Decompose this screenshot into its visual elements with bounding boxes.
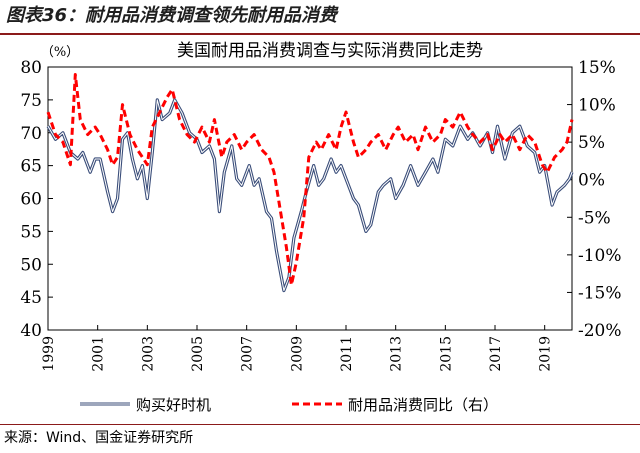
right-tick-label: -5% [578, 208, 611, 228]
legend-label-buy-conditions: 购买好时机 [136, 396, 211, 414]
x-axis: 1999 2001 2003 2005 2007 2009 2011 2013 2015 2017… [41, 325, 554, 372]
plot-frame [47, 66, 573, 331]
right-tick-label: 15% [578, 58, 616, 78]
x-tick-label: 2019 [538, 336, 554, 372]
left-tick-label: 55 [20, 222, 42, 242]
x-tick-label: 2007 [240, 336, 256, 372]
right-axis: -20% -15% -10% -5% 0% 5% 10% 15% [567, 58, 622, 341]
right-tick-label: -10% [578, 246, 622, 266]
x-tick-label: 2015 [438, 336, 454, 372]
left-axis-unit-label: （%） [41, 45, 79, 60]
left-tick-label: 75 [20, 91, 42, 111]
series-layer [46, 73, 574, 293]
right-tick-label: 5% [578, 133, 605, 153]
right-tick-label: -20% [578, 321, 622, 341]
chart-title: 美国耐用品消费调查与实际消费同比走势 [177, 41, 483, 61]
x-tick-label: 2017 [488, 336, 504, 372]
figure-title: 图表36：耐用品消费调查领先耐用品消费 [6, 5, 338, 26]
chart: 美国耐用品消费调查与实际消费同比走势 （%） 40 45 50 55 60 65 70 75 8… [20, 41, 622, 414]
x-tick-label: 1999 [41, 336, 57, 372]
left-tick-label: 50 [20, 255, 42, 275]
left-tick-label: 70 [20, 124, 42, 144]
x-tick-label: 2001 [91, 336, 107, 372]
x-tick-label: 2011 [339, 336, 355, 372]
left-tick-label: 80 [20, 58, 42, 78]
title-divider [0, 33, 640, 35]
left-tick-label: 45 [20, 288, 42, 308]
source-divider [0, 424, 640, 425]
left-axis: 40 45 50 55 60 65 70 75 80 [20, 58, 53, 341]
x-tick-label: 2003 [140, 336, 156, 372]
right-tick-label: 0% [578, 171, 605, 191]
x-tick-label: 2013 [389, 336, 405, 372]
x-tick-label: 2009 [289, 336, 305, 372]
left-tick-label: 65 [20, 157, 42, 177]
source-note: 来源：Wind、国金证券研究所 [4, 430, 194, 446]
right-tick-label: 10% [578, 96, 616, 116]
series-line-buy-conditions [46, 98, 574, 293]
legend-label-durable-yoy: 耐用品消费同比（右） [348, 396, 498, 414]
series-line-durable-yoy [46, 73, 574, 287]
x-tick-label: 2005 [190, 336, 206, 372]
legend: 购买好时机 耐用品消费同比（右） [80, 396, 498, 414]
right-tick-label: -15% [578, 283, 622, 303]
series-line-buy-conditions-inner [47, 99, 573, 292]
left-tick-label: 40 [20, 321, 42, 341]
left-tick-label: 60 [20, 190, 42, 210]
